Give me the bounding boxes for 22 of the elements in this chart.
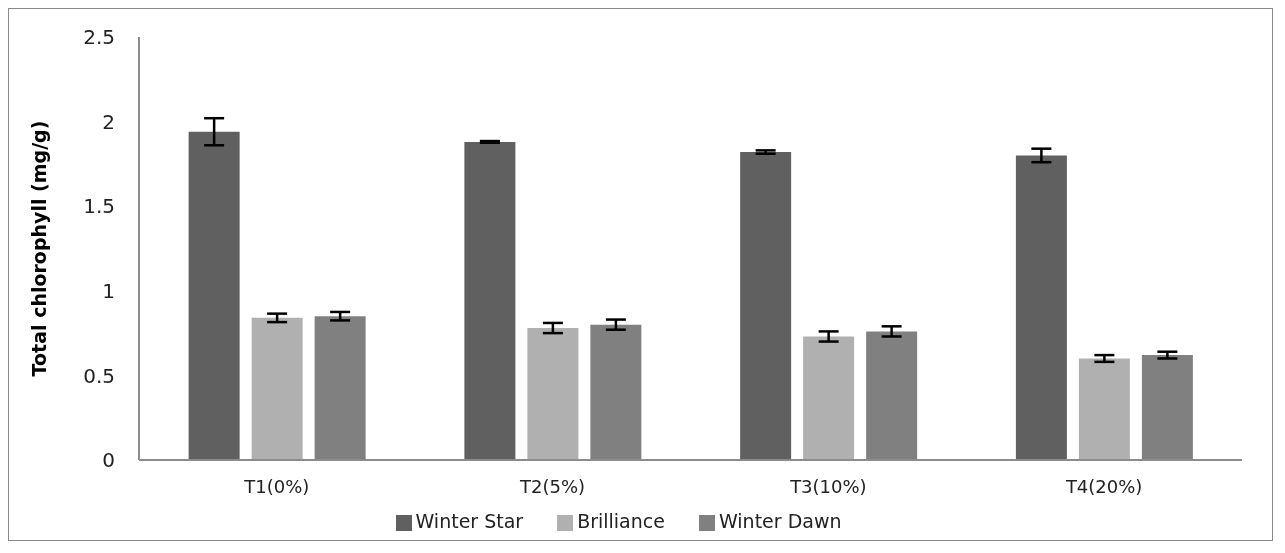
y-tick-label: 1 [102, 278, 115, 303]
x-tick-label: T4(20%) [1064, 475, 1143, 497]
x-tick-label: T3(10%) [789, 475, 867, 497]
bar [1078, 358, 1130, 460]
bar [188, 131, 240, 460]
y-tick-label: 2 [102, 109, 115, 134]
x-tick-label: T1(0%) [243, 475, 310, 497]
y-tick-label: 2.5 [83, 25, 115, 50]
bar [803, 336, 855, 460]
legend-label: Brilliance [577, 510, 665, 532]
y-tick-label: 1.5 [83, 194, 115, 219]
bar [527, 328, 579, 460]
legend-label: Winter Dawn [718, 510, 842, 532]
y-tick-label: 0.5 [83, 363, 115, 388]
y-tick-label: 0 [102, 448, 115, 473]
bar [464, 141, 516, 460]
legend-label: Winter Star [415, 510, 524, 532]
bar [740, 152, 792, 460]
bar [251, 317, 303, 460]
x-tick-label: T2(5%) [519, 475, 586, 497]
y-axis-title: Total chlorophyll (mg/g) [27, 120, 50, 377]
bar [1015, 155, 1067, 460]
